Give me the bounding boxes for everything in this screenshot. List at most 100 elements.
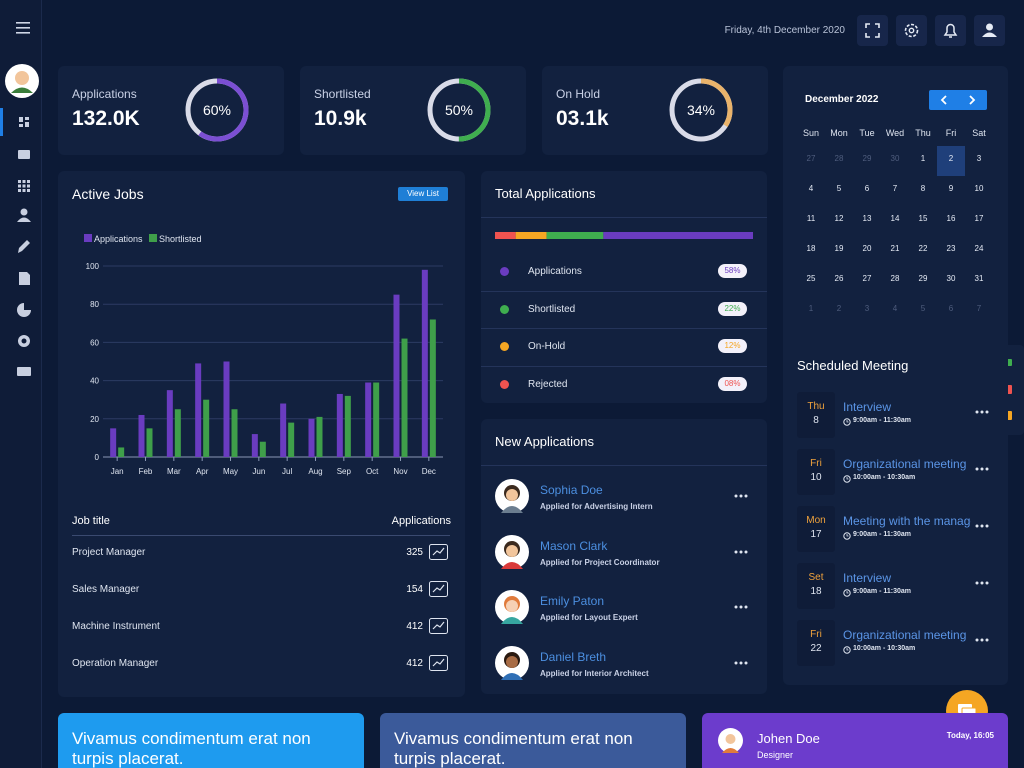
calendar-day[interactable]: 6 — [864, 184, 870, 193]
weekday: Sun — [802, 128, 819, 138]
applicant-name[interactable]: Emily Paton — [540, 594, 605, 608]
calendar-day[interactable]: 19 — [834, 244, 844, 253]
item-percent: 22% — [718, 301, 747, 316]
calendar-day[interactable]: 15 — [918, 214, 928, 223]
more-button[interactable] — [975, 524, 989, 528]
x-tick-label: Dec — [422, 467, 436, 476]
calendar-day[interactable]: 16 — [946, 214, 956, 223]
calendar-day[interactable]: 9 — [948, 184, 954, 193]
settings-button[interactable] — [896, 15, 927, 46]
calendar-day[interactable]: 12 — [834, 214, 844, 223]
meeting-day: Mon — [806, 515, 826, 526]
calendar-day[interactable]: 7 — [892, 184, 898, 193]
calendar-day[interactable]: 29 — [918, 274, 928, 283]
x-tick-label: Aug — [308, 467, 322, 476]
calendar-day[interactable]: 20 — [862, 244, 872, 253]
meeting-title[interactable]: Interview — [843, 571, 892, 585]
clock-icon — [843, 475, 851, 483]
meeting-date: 8 — [813, 415, 819, 426]
more-button[interactable] — [734, 605, 748, 609]
table-header: Job title — [72, 515, 110, 527]
table-header: Applications — [391, 515, 451, 527]
card-title: Total Applications — [495, 186, 596, 201]
calendar-day[interactable]: 10 — [974, 184, 984, 193]
fullscreen-button[interactable] — [857, 15, 888, 46]
job-title: Operation Manager — [72, 658, 159, 669]
calendar-day[interactable]: 23 — [946, 244, 956, 253]
more-button[interactable] — [734, 550, 748, 554]
calendar-day[interactable]: 3 — [976, 154, 982, 163]
clock-hands — [846, 648, 849, 651]
calendar-day[interactable]: 27 — [862, 274, 872, 283]
legend-dot — [500, 379, 509, 389]
applicant-name[interactable]: Mason Clark — [540, 538, 608, 553]
applicant-name[interactable]: Daniel Breth — [540, 649, 607, 664]
calendar-day[interactable]: 24 — [974, 244, 984, 253]
calendar-day[interactable]: 26 — [834, 274, 844, 283]
calendar-day[interactable]: 31 — [974, 274, 984, 283]
calendar-day[interactable]: 30 — [946, 274, 956, 283]
stat-ring: 60% — [185, 78, 249, 142]
calendar-month: December 2022 — [805, 94, 879, 105]
calendar-day[interactable]: 18 — [806, 244, 816, 253]
bar-chart: Applications Shortlisted 0 20 40 60 80 100 Jan Fe… — [84, 234, 443, 476]
calendar-day[interactable]: 2 — [948, 154, 954, 163]
clock-hands — [846, 591, 849, 594]
more-button[interactable] — [975, 638, 989, 642]
calendar-day-muted: 3 — [864, 304, 870, 313]
legend-swatch — [149, 234, 157, 242]
meeting-date-box — [797, 563, 835, 609]
calendar-day[interactable]: 4 — [808, 184, 814, 193]
progress-segment — [495, 232, 516, 239]
calendar-nav[interactable] — [929, 90, 987, 110]
dot — [739, 661, 743, 664]
avatar — [495, 590, 529, 624]
view-list-button[interactable]: View List — [398, 187, 448, 201]
more-button[interactable] — [975, 467, 989, 471]
more-button[interactable] — [975, 581, 989, 585]
more-button[interactable] — [975, 410, 989, 414]
calendar-day-muted: 4 — [892, 304, 898, 313]
weekday: Wed — [885, 128, 905, 138]
meeting-day: Fri — [810, 629, 822, 640]
meeting-title[interactable]: Organizational meeting — [843, 457, 967, 471]
bar — [251, 434, 258, 457]
meeting-title[interactable]: Organizational meeting — [843, 628, 967, 642]
y-tick-label: 40 — [90, 377, 99, 386]
promo-card: Vivamus condimentum erat non turpis plac… — [58, 713, 364, 768]
calendar-day[interactable]: 14 — [890, 214, 900, 223]
calendar-day[interactable]: 13 — [862, 214, 872, 223]
more-button[interactable] — [734, 661, 748, 665]
calendar-day[interactable]: 25 — [806, 274, 816, 283]
bar — [336, 393, 343, 457]
y-tick-label: 100 — [86, 262, 100, 271]
notifications-button[interactable] — [935, 15, 966, 46]
calendar-day[interactable]: 21 — [890, 244, 900, 253]
bar — [118, 447, 125, 457]
calendar-day[interactable]: 22 — [918, 244, 928, 253]
job-count: 154 — [406, 584, 423, 595]
item-percent: 08% — [718, 376, 747, 391]
calendar-day[interactable]: 8 — [920, 184, 926, 193]
applicant-name[interactable]: Sophia Doe — [540, 483, 603, 497]
legend-label: Shortlisted — [159, 234, 202, 244]
meeting-title[interactable]: Interview — [843, 400, 892, 414]
avatar-body — [722, 748, 739, 753]
bar — [344, 395, 351, 457]
dot — [975, 581, 979, 585]
clock-icon — [843, 589, 851, 597]
profile-role: Designer — [757, 750, 794, 760]
meeting-title[interactable]: Meeting with the manage — [843, 514, 971, 528]
progress-segment — [515, 232, 547, 239]
more-button[interactable] — [734, 494, 748, 498]
avatar-body — [501, 672, 523, 680]
calendar-day[interactable]: 28 — [890, 274, 900, 283]
promo-card: Vivamus condimentum erat non turpis plac… — [380, 713, 686, 768]
avatar-face — [506, 544, 518, 557]
ring-label: 50% — [445, 102, 473, 118]
profile-card: Johen Doe Designer Today, 16:05 — [702, 713, 1008, 768]
calendar-day[interactable]: 1 — [920, 154, 926, 163]
calendar-day[interactable]: 5 — [836, 184, 842, 193]
calendar-day[interactable]: 17 — [974, 214, 984, 223]
calendar-day[interactable]: 11 — [806, 214, 816, 223]
